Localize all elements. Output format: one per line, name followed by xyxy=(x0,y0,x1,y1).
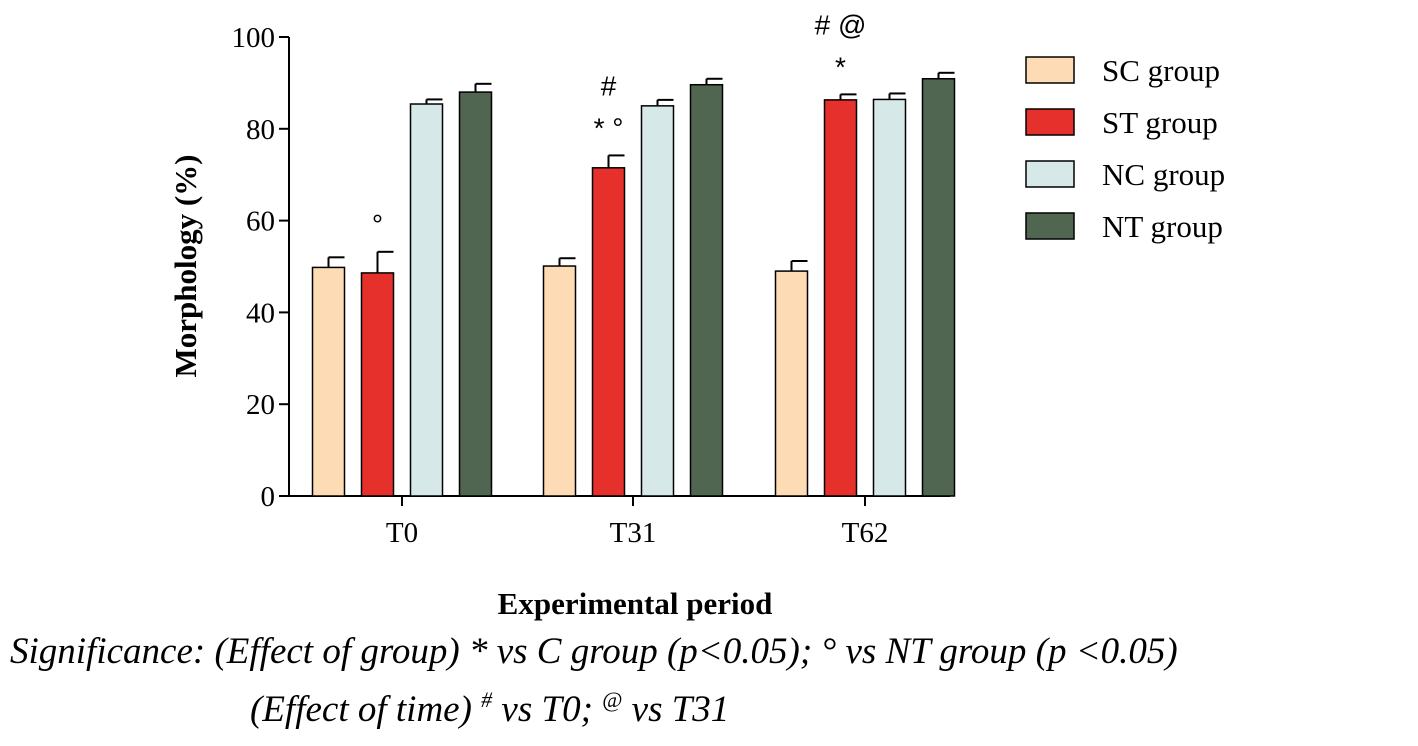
y-tick-label-80: 80 xyxy=(246,114,275,146)
bar-T62-nc-group xyxy=(872,98,907,497)
caption-line-1: Significance: (Effect of group) * vs C g… xyxy=(10,631,1178,672)
bar-T31-nc-group xyxy=(640,105,675,497)
annotation-T0-line-1: ° xyxy=(372,209,383,240)
legend-swatch-sc-group xyxy=(1025,56,1075,84)
legend-swatch-nc-group xyxy=(1025,160,1075,188)
legend-swatch-nt-group xyxy=(1025,212,1075,240)
chart-bars xyxy=(311,71,956,497)
chart-annotations: ° # * ° # @ * xyxy=(372,9,866,239)
legend-label-st-group: ST group xyxy=(1102,105,1218,140)
bar-T0-nc-group xyxy=(409,103,444,497)
bar-T0-nt-group xyxy=(458,91,493,497)
bar-T31-nt-group xyxy=(689,83,724,497)
caption-at-symbol: @ xyxy=(602,687,623,712)
chart-axes: 0 20 40 60 80 100 T0 T31 T62 xyxy=(232,22,950,549)
legend-label-nt-group: NT group xyxy=(1102,209,1223,244)
annotation-T31-line-1: # xyxy=(601,70,617,101)
legend-swatch-st-group xyxy=(1025,108,1075,136)
y-tick-label-100: 100 xyxy=(232,22,276,54)
y-tick-label-40: 40 xyxy=(246,297,275,329)
bar-T0-sc-group xyxy=(311,266,346,497)
x-tick-label-T31: T31 xyxy=(610,517,657,549)
annotation-T62-line-2: * xyxy=(835,51,846,82)
caption-time-mid: vs T0; xyxy=(492,689,603,730)
legend-label-sc-group: SC group xyxy=(1102,53,1220,88)
x-axis-title: Experimental period xyxy=(498,586,773,621)
y-axis-title: Morphology (%) xyxy=(168,154,203,377)
bar-T31-st-group xyxy=(591,167,626,497)
x-tick-label-T0: T0 xyxy=(386,517,418,549)
caption-time-prefix: (Effect of time) xyxy=(250,689,482,730)
chart-legend: SC group ST group NC group NT group xyxy=(1025,53,1225,244)
x-tick-label-T62: T62 xyxy=(842,517,889,549)
annotation-T62-line-1: # @ xyxy=(815,9,867,40)
bar-T0-st-group xyxy=(360,272,395,497)
annotation-T31-line-2: * ° xyxy=(594,112,624,143)
bar-T62-sc-group xyxy=(774,270,809,497)
y-tick-label-20: 20 xyxy=(246,389,275,421)
bar-T62-st-group xyxy=(823,99,858,497)
caption-time-suffix: vs T31 xyxy=(622,689,730,730)
caption-line-2: (Effect of time) # vs T0; @ vs T31 xyxy=(250,688,729,731)
y-tick-label-0: 0 xyxy=(261,481,276,513)
caption-hash-symbol: # xyxy=(481,687,493,712)
legend-label-nc-group: NC group xyxy=(1102,157,1225,192)
bar-T31-sc-group xyxy=(542,265,577,497)
bar-T62-nt-group xyxy=(921,78,956,497)
y-tick-label-60: 60 xyxy=(246,206,275,238)
